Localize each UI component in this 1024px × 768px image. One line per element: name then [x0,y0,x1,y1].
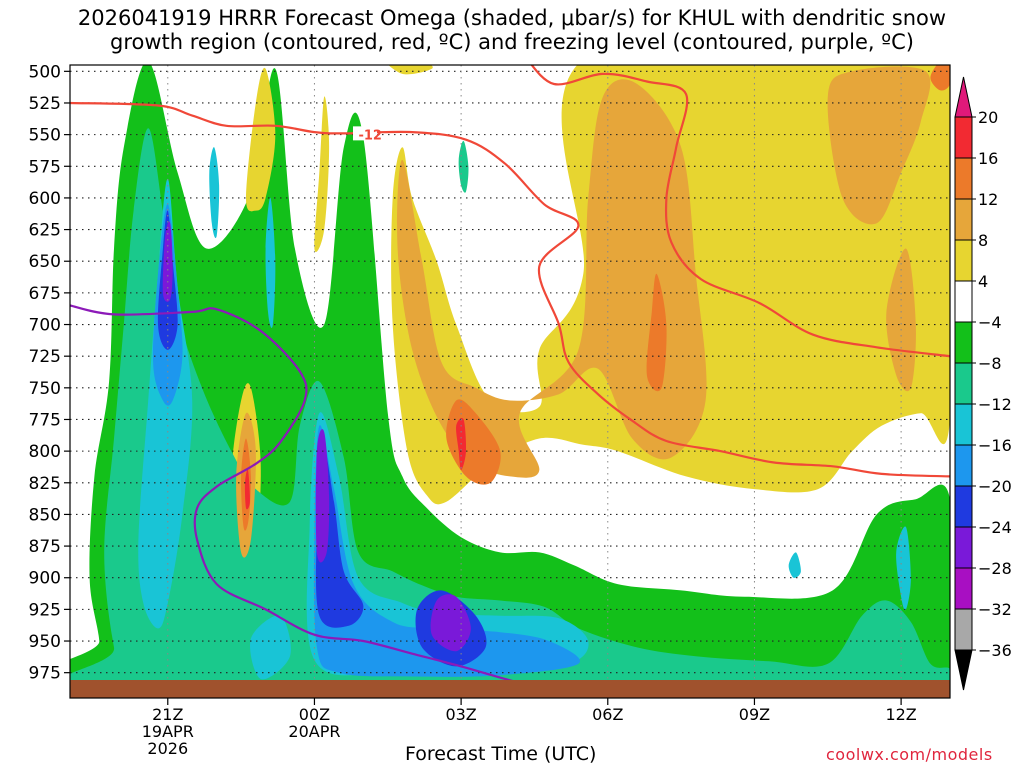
x-tick-label: 03Z [445,705,476,724]
omega-area-25 [313,425,581,677]
omega-area-15 [250,615,291,680]
contour-label: -12 [358,128,382,143]
y-tick-label: 975 [29,664,61,684]
y-tick-label: 500 [29,62,61,82]
colorbar-label: 8 [978,231,988,250]
x-tick-label: 21Z [152,705,183,724]
colorbar: 20 16 12 8 4 −4 −8 −12 −16 −20 −24 −28 −32 −36 [954,76,1012,691]
y-tick-label: 700 [29,316,61,336]
y-tick-label: 825 [29,474,61,494]
omega-area-32 [315,429,330,563]
colorbar-band [954,321,973,364]
colorbar-bottom-arrow [954,649,973,691]
colorbar-top-arrow [954,76,973,118]
y-tick-label: 900 [29,569,61,589]
omega-area-20 [788,552,801,578]
colorbar-label: 4 [978,272,988,291]
y-tick-label: 625 [29,221,61,241]
y-tick-label: 875 [29,537,61,557]
y-tick-label: 850 [29,505,61,525]
y-tick-label: 525 [29,94,61,114]
chart-title: 2026041919 HRRR Forecast Omega (shaded, … [77,6,947,54]
colorbar-label: −20 [978,477,1012,496]
omega-area-33 [430,594,471,652]
omega-area-7 [70,128,950,692]
y-tick-label: 675 [29,284,61,304]
colorbar-label: −16 [978,436,1012,455]
omega-area-21 [209,147,220,239]
x-tick-label: 06Z [592,705,623,724]
omega-area-23 [896,526,911,611]
colorbar-label: −4 [978,313,1002,332]
colorbar-band [954,198,973,241]
y-tick-label: 950 [29,632,61,652]
colorbar-label: 12 [978,190,998,209]
dendritic-contour-line [70,101,950,478]
x-tick-label: 20APR [288,722,340,741]
x-axis-title: Forecast Time (UTC) [405,743,597,765]
y-tick-label: 725 [29,347,61,367]
omega-area-9 [397,79,707,478]
colorbar-label: 16 [978,149,998,168]
y-tick-label: 800 [29,442,61,462]
colorbar-label: −12 [978,395,1012,414]
y-tick-label: 650 [29,252,61,272]
plot-frame [69,64,951,699]
colorbar-band [954,444,973,487]
omega-area-1 [246,67,276,212]
x-tick-label: 19APR [142,722,194,741]
colorbar-label: 20 [978,108,998,127]
y-tick-label: 600 [29,189,61,209]
contours: -12 [70,65,950,698]
y-tick-label: 575 [29,157,61,177]
colorbar-band [954,608,973,651]
colorbar-band [954,567,973,610]
ground-layer [70,680,950,698]
colorbar-label: −28 [978,559,1012,578]
omega-area-10 [827,66,931,225]
omega-area-2 [314,96,330,253]
omega-area-3 [388,65,433,75]
x-tick-label: 2026 [147,739,188,758]
omega-area-26 [244,469,250,510]
colorbar-band [954,526,973,569]
y-tick-label: 550 [29,126,61,146]
y-axis: 500 525 550 575 600 625 650 675 700 725 750 775 800 8… [29,62,70,684]
contour-label-bg [353,126,377,141]
y-tick-label: 750 [29,379,61,399]
colorbar-band [954,239,973,282]
omega-area-18 [646,273,667,392]
y-tick-label: 775 [29,410,61,430]
omega-shading [70,65,950,698]
credit-link[interactable]: coolwx.com/models [826,745,993,764]
y-tick-label: 925 [29,600,61,620]
colorbar-band [954,157,973,200]
colorbar-band [954,403,973,446]
omega-area-11 [886,248,916,392]
grid [70,65,950,698]
colorbar-band [954,280,973,323]
x-tick-label: 12Z [885,705,916,724]
colorbar-label: −36 [978,641,1012,660]
dendritic-contour-line-b [530,65,950,358]
colorbar-label: −32 [978,600,1012,619]
x-tick-label: 09Z [739,705,770,724]
colorbar-band [954,485,973,528]
omega-area-22 [265,197,276,328]
omega-area-31 [162,221,173,302]
colorbar-label: −8 [978,354,1002,373]
x-tick-label: 00Z [299,705,330,724]
colorbar-band [954,116,973,159]
colorbar-band [954,362,973,405]
colorbar-label: −24 [978,518,1012,537]
